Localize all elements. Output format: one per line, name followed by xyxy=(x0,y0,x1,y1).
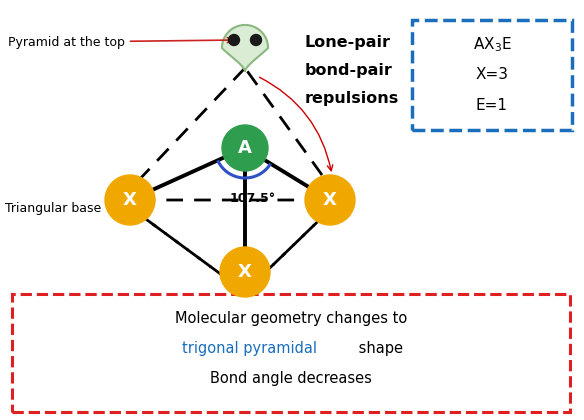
Text: Pyramid at the top: Pyramid at the top xyxy=(8,36,232,48)
Text: 107.5°: 107.5° xyxy=(230,192,276,205)
Text: repulsions: repulsions xyxy=(305,90,399,105)
Text: Bond angle decreases: Bond angle decreases xyxy=(210,372,372,386)
Circle shape xyxy=(251,34,262,45)
Text: X=3: X=3 xyxy=(475,66,509,81)
Text: Triangular base: Triangular base xyxy=(5,200,113,215)
Circle shape xyxy=(305,175,355,225)
FancyBboxPatch shape xyxy=(412,20,572,130)
Text: Molecular geometry changes to: Molecular geometry changes to xyxy=(175,312,407,326)
Text: X: X xyxy=(123,191,137,209)
Text: X: X xyxy=(238,263,252,281)
Text: bond-pair: bond-pair xyxy=(305,63,393,78)
Text: X: X xyxy=(323,191,337,209)
Text: trigonal pyramidal: trigonal pyramidal xyxy=(182,341,317,357)
Text: E=1: E=1 xyxy=(476,97,508,113)
Text: shape: shape xyxy=(354,341,404,357)
FancyBboxPatch shape xyxy=(12,294,570,412)
Text: AX$_3$E: AX$_3$E xyxy=(472,36,512,54)
Circle shape xyxy=(222,125,268,171)
Polygon shape xyxy=(222,25,268,71)
Circle shape xyxy=(220,247,270,297)
Circle shape xyxy=(228,34,239,45)
Circle shape xyxy=(105,175,155,225)
Text: Lone-pair: Lone-pair xyxy=(305,34,391,50)
Text: A: A xyxy=(238,139,252,157)
